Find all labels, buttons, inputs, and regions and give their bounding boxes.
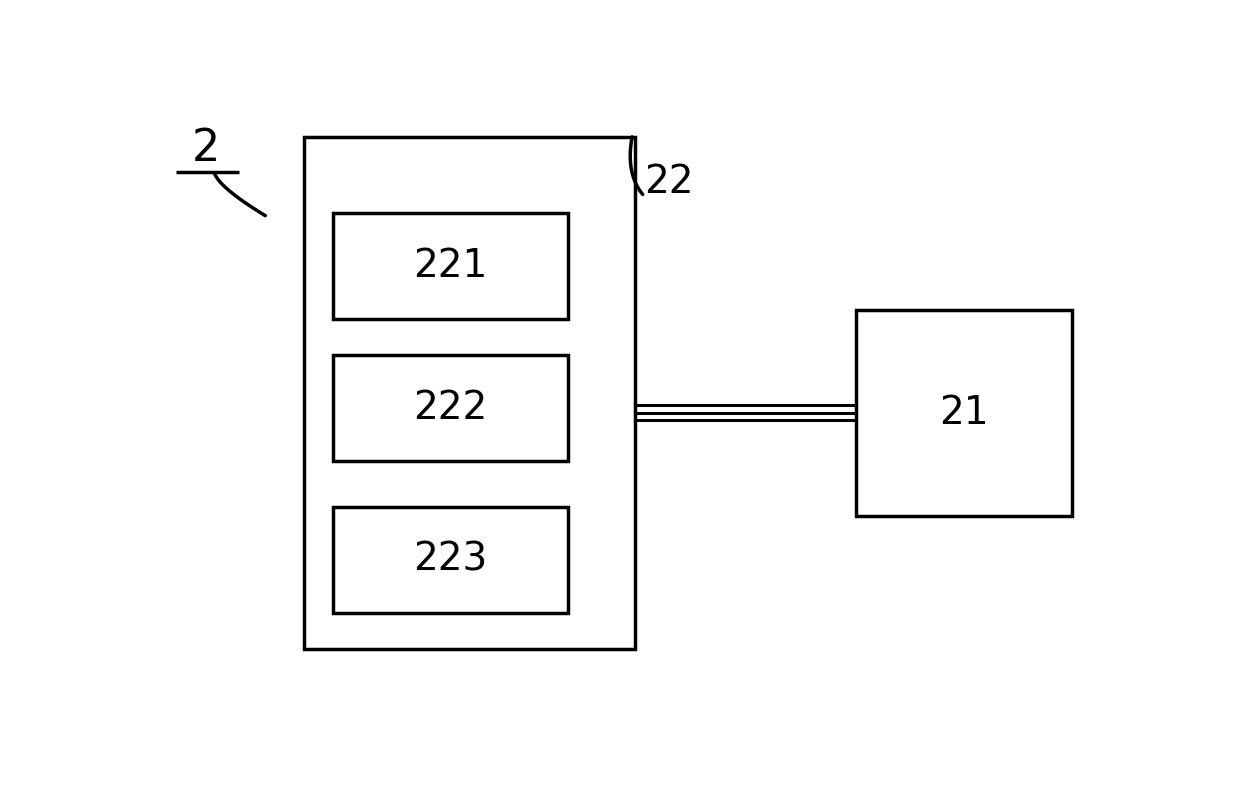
Bar xyxy=(332,507,567,612)
Text: 2: 2 xyxy=(191,127,219,171)
Text: 223: 223 xyxy=(413,541,487,578)
Text: 221: 221 xyxy=(413,246,487,285)
Text: 21: 21 xyxy=(939,394,989,431)
Bar xyxy=(332,212,567,319)
Text: 222: 222 xyxy=(413,389,487,427)
Bar xyxy=(304,137,634,649)
Text: 22: 22 xyxy=(644,164,694,201)
Bar xyxy=(332,355,567,461)
Bar xyxy=(856,309,1072,515)
